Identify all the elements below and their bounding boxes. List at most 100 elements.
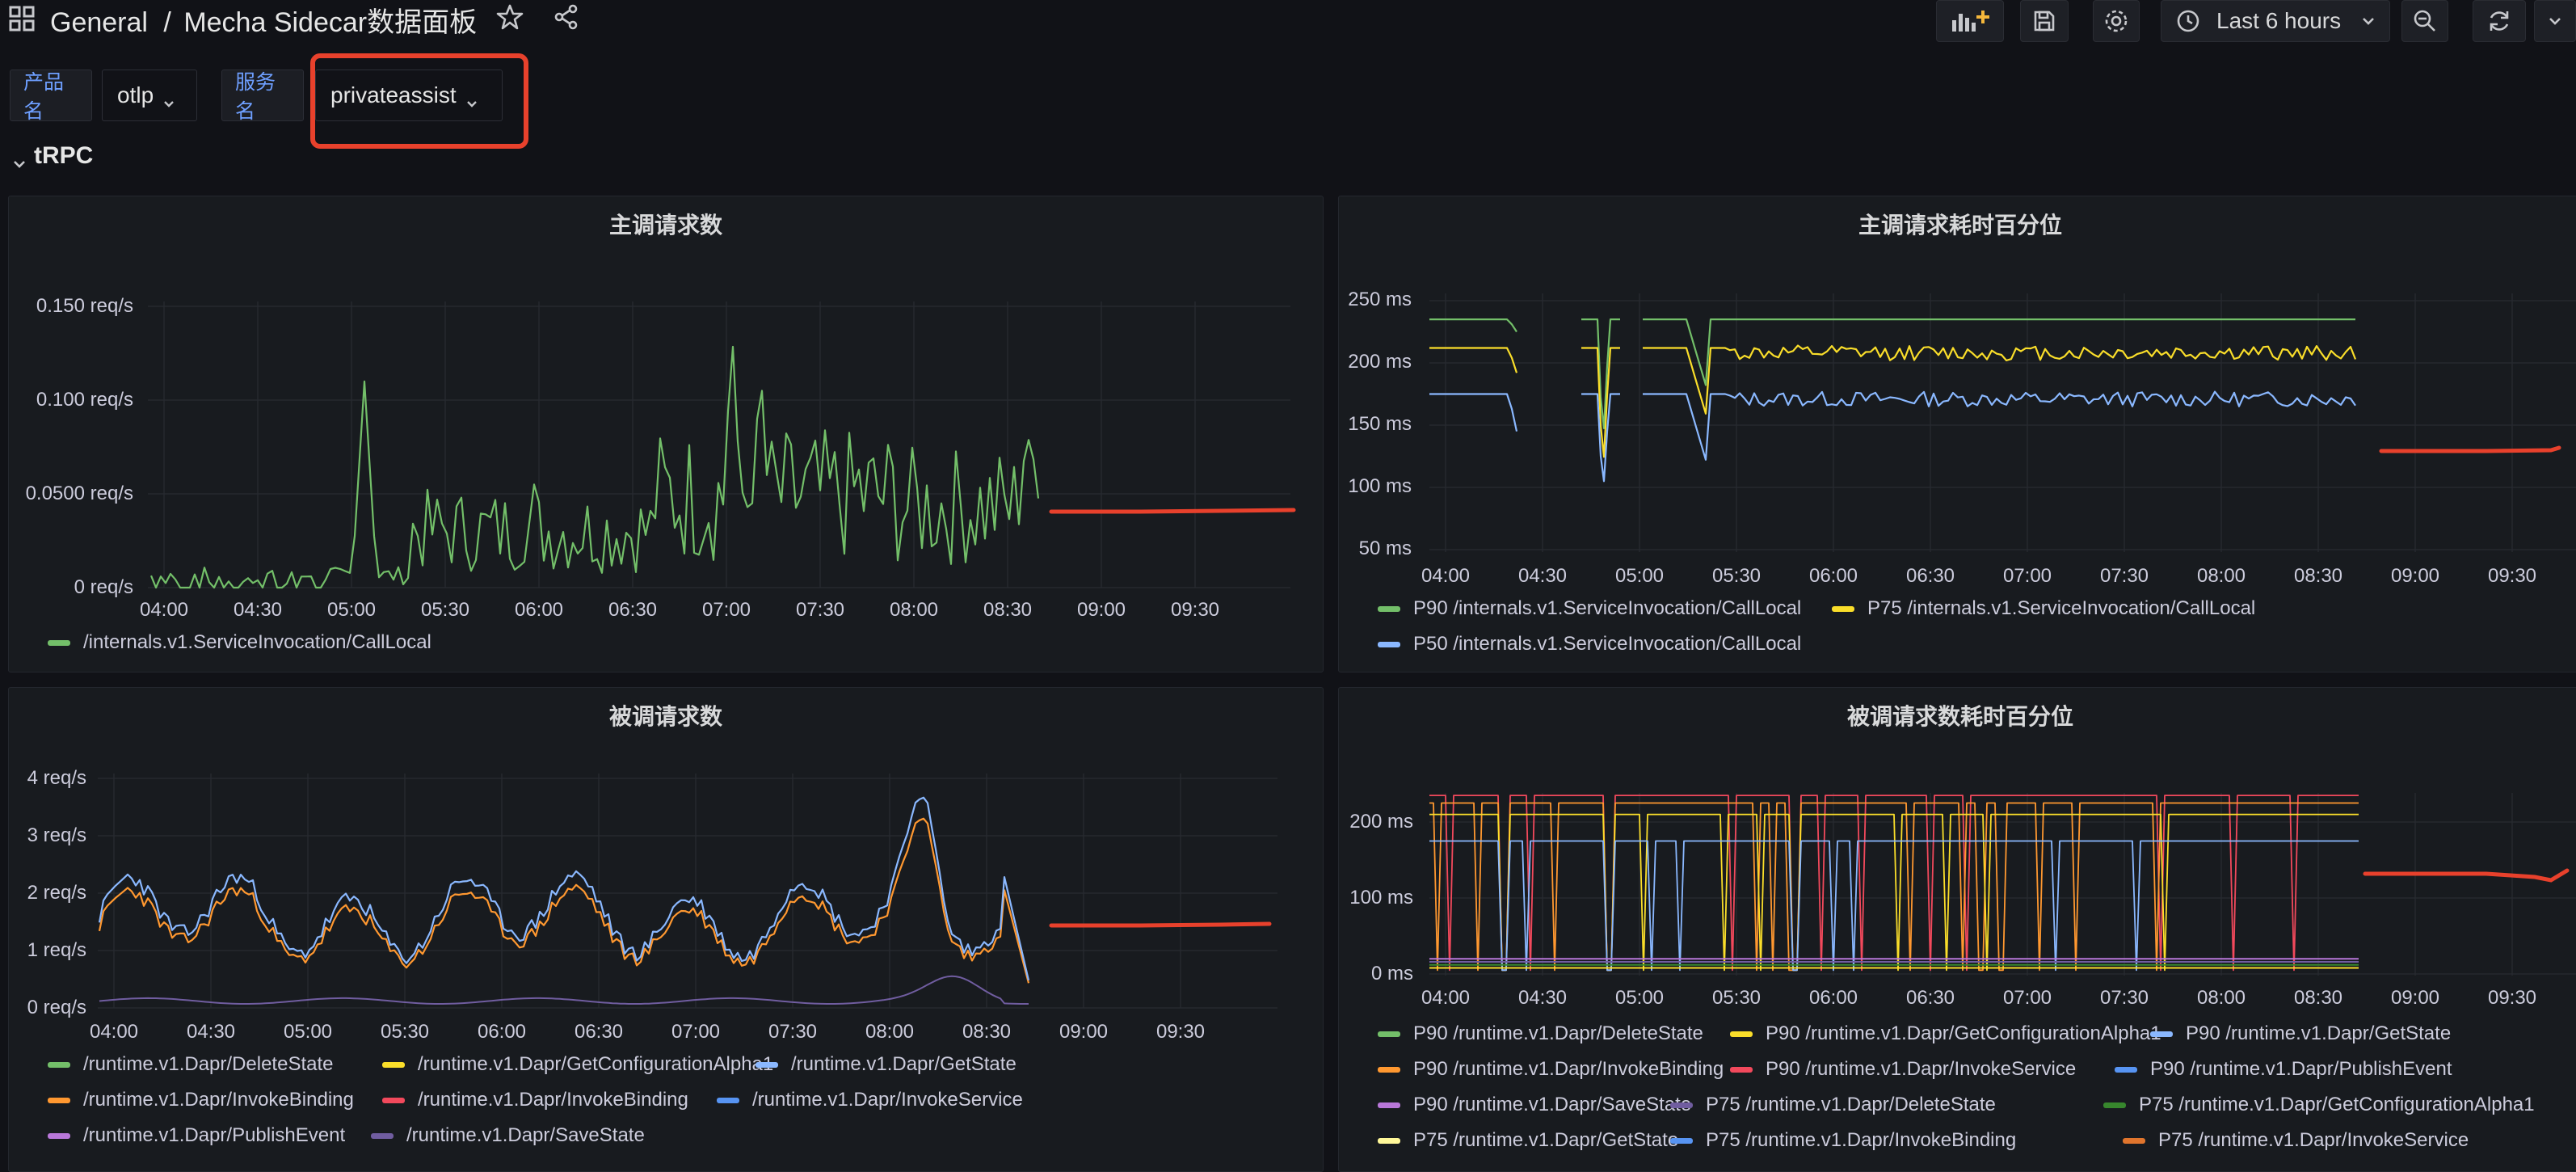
legend-item[interactable]: /runtime.v1.Dapr/InvokeBinding [48,1089,354,1111]
add-panel-button[interactable] [1936,0,2004,42]
variable-value-product: otlp [117,82,154,108]
legend-swatch [1378,1102,1400,1108]
series-line [149,345,1040,589]
x-tick: 06:00 [1808,987,1858,1009]
refresh-interval-button[interactable] [2534,0,2576,42]
panel-title[interactable]: 被调请求数 [608,704,722,729]
legend-item[interactable]: P90 /runtime.v1.Dapr/SaveState [1378,1094,1691,1116]
x-tick: 09:00 [2390,987,2440,1009]
variable-label-product: 产品名 [10,70,92,123]
legend-label: P90 /runtime.v1.Dapr/GetConfigurationAlp… [1766,1022,2161,1044]
legend-label: P90 /runtime.v1.Dapr/InvokeBinding [1413,1058,1724,1080]
save-dashboard-button[interactable] [2020,0,2069,42]
x-tick: 09:00 [1059,1021,1109,1043]
legend-label: /runtime.v1.Dapr/InvokeService [752,1089,1023,1111]
legend-item[interactable]: P75 /internals.v1.ServiceInvocation/Call… [1832,597,2255,620]
legend-swatch [382,1097,405,1103]
row-header[interactable]: tRPC [13,142,93,170]
x-tick: 08:00 [2196,987,2246,1009]
legend-swatch [48,1061,70,1068]
legend-label: /runtime.v1.Dapr/InvokeBinding [418,1089,688,1111]
variable-select-service[interactable]: privateassist [315,70,503,121]
x-tick: 09:00 [1076,599,1126,621]
legend-item[interactable]: /runtime.v1.Dapr/DeleteState [48,1053,333,1076]
y-tick: 100 ms [1349,887,1413,909]
x-tick: 07:00 [2002,987,2052,1009]
panel-title[interactable]: 主调请求数 [608,213,722,238]
panel-callee-requests[interactable]: 被调请求数 4 req/s 3 req/s 2 req/s 1 req/s 0 … [8,687,1324,1172]
x-tick: 04:00 [139,599,189,621]
legend-item[interactable]: P90 /internals.v1.ServiceInvocation/Call… [1378,597,1801,620]
legend-item[interactable]: P90 /runtime.v1.Dapr/InvokeBinding [1378,1058,1724,1081]
legend-label: P90 /internals.v1.ServiceInvocation/Call… [1413,597,1802,619]
chart-plot[interactable] [1339,196,2576,672]
legend-item[interactable]: /runtime.v1.Dapr/SaveState [371,1124,645,1147]
panel-title[interactable]: 被调请求数耗时百分位 [1846,704,2073,729]
x-tick: 07:00 [701,599,751,621]
refresh-button[interactable] [2473,0,2526,42]
legend-item[interactable]: /runtime.v1.Dapr/GetState [756,1053,1017,1076]
dashboard-settings-button[interactable] [2093,0,2140,42]
clock-icon [2176,9,2200,33]
breadcrumb-folder[interactable]: General [50,7,148,38]
legend-label: P75 /internals.v1.ServiceInvocation/Call… [1867,597,2256,619]
legend-swatch [1670,1102,1693,1108]
variable-label-service: 服务名 [221,70,304,123]
highlight-box [310,53,528,149]
variable-select-product[interactable]: otlp [102,70,197,121]
x-tick: 08:30 [2293,987,2343,1009]
y-tick: 2 req/s [27,882,86,904]
legend-item[interactable]: P90 /runtime.v1.Dapr/PublishEvent [2115,1058,2452,1081]
breadcrumb-separator: / [163,7,171,38]
series-line [1429,795,2359,972]
legend-item[interactable]: P90 /runtime.v1.Dapr/DeleteState [1378,1022,1703,1045]
legend-item[interactable]: P75 /runtime.v1.Dapr/GetState [1378,1129,1678,1152]
legend-swatch [1378,1066,1400,1073]
panel-title[interactable]: 主调请求耗时百分位 [1858,213,2062,238]
time-range-picker[interactable]: Last 6 hours [2161,0,2390,42]
panel-callee-latency[interactable]: 被调请求数耗时百分位 200 ms 100 ms 0 ms 04:00 04:30… [1338,687,2576,1172]
chart-plot[interactable] [9,196,1324,672]
x-tick: 07:30 [2099,987,2149,1009]
series-line [1581,347,1620,458]
x-tick: 09:30 [2487,565,2537,587]
share-icon[interactable] [553,3,580,31]
legend-swatch [1670,1137,1693,1144]
dashboard-title[interactable]: Mecha Sidecar数据面板 [183,7,478,38]
legend-item[interactable]: P75 /runtime.v1.Dapr/DeleteState [1670,1094,1996,1116]
legend-item[interactable]: P75 /runtime.v1.Dapr/GetConfigurationAlp… [2103,1094,2535,1116]
legend-item[interactable]: /runtime.v1.Dapr/InvokeBinding [382,1089,688,1111]
zoom-out-button[interactable] [2401,0,2448,42]
legend-item[interactable]: P90 /runtime.v1.Dapr/GetState [2150,1022,2451,1045]
x-tick: 06:00 [514,599,564,621]
legend-item[interactable]: /runtime.v1.Dapr/InvokeService [717,1089,1023,1111]
chart-plot[interactable] [1339,688,2576,1172]
dashboards-icon[interactable] [8,5,36,32]
legend-item[interactable]: P75 /runtime.v1.Dapr/InvokeService [2123,1129,2469,1152]
legend-swatch [2115,1066,2137,1073]
chevron-down-icon [13,150,26,168]
legend-item[interactable]: P90 /runtime.v1.Dapr/InvokeService [1730,1058,2076,1081]
x-tick: 05:00 [1614,565,1665,587]
legend-label: P75 /runtime.v1.Dapr/InvokeBinding [1706,1129,2017,1151]
legend-item[interactable]: P75 /runtime.v1.Dapr/InvokeBinding [1670,1129,2016,1152]
legend-item[interactable]: /runtime.v1.Dapr/PublishEvent [48,1124,345,1147]
panel-caller-requests[interactable]: 主调请求数 0.150 req/s 0.100 req/s 0.0500 req… [8,196,1324,672]
star-icon[interactable] [496,3,524,31]
series-line [1643,390,2356,461]
legend-item[interactable]: /runtime.v1.Dapr/GetConfigurationAlpha1 [382,1053,773,1076]
legend-item[interactable]: /internals.v1.ServiceInvocation/CallLoca… [48,631,431,654]
chart-plot[interactable] [9,688,1324,1172]
series-line [98,817,1030,984]
legend-item[interactable]: P90 /runtime.v1.Dapr/GetConfigurationAlp… [1730,1022,2161,1045]
x-tick: 08:30 [983,599,1033,621]
series-line [1429,393,1518,432]
panel-caller-latency[interactable]: 主调请求耗时百分位 250 ms 200 ms 150 ms 100 ms 50… [1338,196,2576,672]
x-tick: 06:30 [1905,987,1955,1009]
legend-swatch [1378,605,1400,612]
legend-label: P75 /runtime.v1.Dapr/InvokeService [2158,1129,2469,1151]
x-tick: 08:00 [865,1021,915,1043]
x-tick: 09:00 [2390,565,2440,587]
annotation-stroke [1049,921,1272,928]
legend-item[interactable]: P50 /internals.v1.ServiceInvocation/Call… [1378,633,1801,656]
